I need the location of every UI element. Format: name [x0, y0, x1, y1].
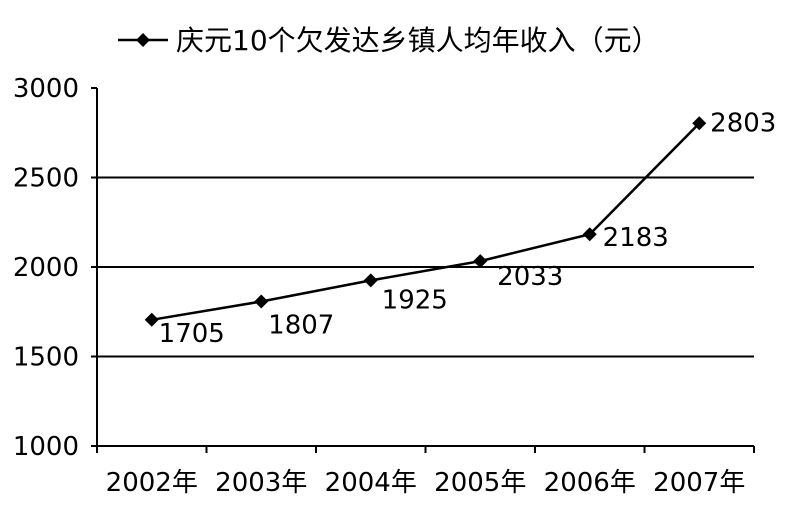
data-label: 1705 [159, 319, 225, 349]
x-tick-label: 2005年 [434, 468, 526, 498]
legend-marker-icon [136, 33, 150, 47]
x-tick-label: 2003年 [215, 468, 307, 498]
data-labels: 1705 1807 1925 2033 2183 2803 [159, 108, 777, 349]
data-label: 2033 [497, 262, 563, 292]
x-tick-label: 2007年 [653, 468, 745, 498]
x-axis-ticks: 2002年 2003年 2004年 2005年 2006年 2007年 [96, 446, 755, 498]
data-label: 2183 [603, 223, 669, 253]
y-tick-label: 2000 [13, 253, 79, 283]
y-tick-label: 2500 [13, 164, 79, 194]
data-point-marker [254, 294, 269, 309]
x-tick-label: 2002年 [106, 468, 198, 498]
data-point-marker [473, 254, 488, 269]
y-tick-label: 1500 [13, 343, 79, 373]
data-point-marker [582, 227, 597, 242]
data-label: 1807 [268, 311, 334, 341]
y-tick-label: 1000 [13, 432, 79, 462]
data-point-marker [363, 273, 378, 288]
legend: 庆元10个欠发达乡镇人均年收入（元） [118, 24, 660, 57]
legend-label: 庆元10个欠发达乡镇人均年收入（元） [176, 24, 660, 57]
series-polyline [151, 122, 701, 322]
series-line [144, 116, 707, 327]
data-point-marker [144, 312, 159, 327]
data-point-marker [692, 116, 707, 131]
x-tick-label: 2006年 [544, 468, 636, 498]
x-tick-label: 2004年 [325, 468, 417, 498]
y-tick-label: 3000 [13, 74, 79, 104]
data-label: 2803 [710, 108, 776, 138]
data-label: 1925 [382, 285, 448, 315]
y-axis-ticks: 1000 1500 2000 2500 3000 [13, 74, 97, 462]
